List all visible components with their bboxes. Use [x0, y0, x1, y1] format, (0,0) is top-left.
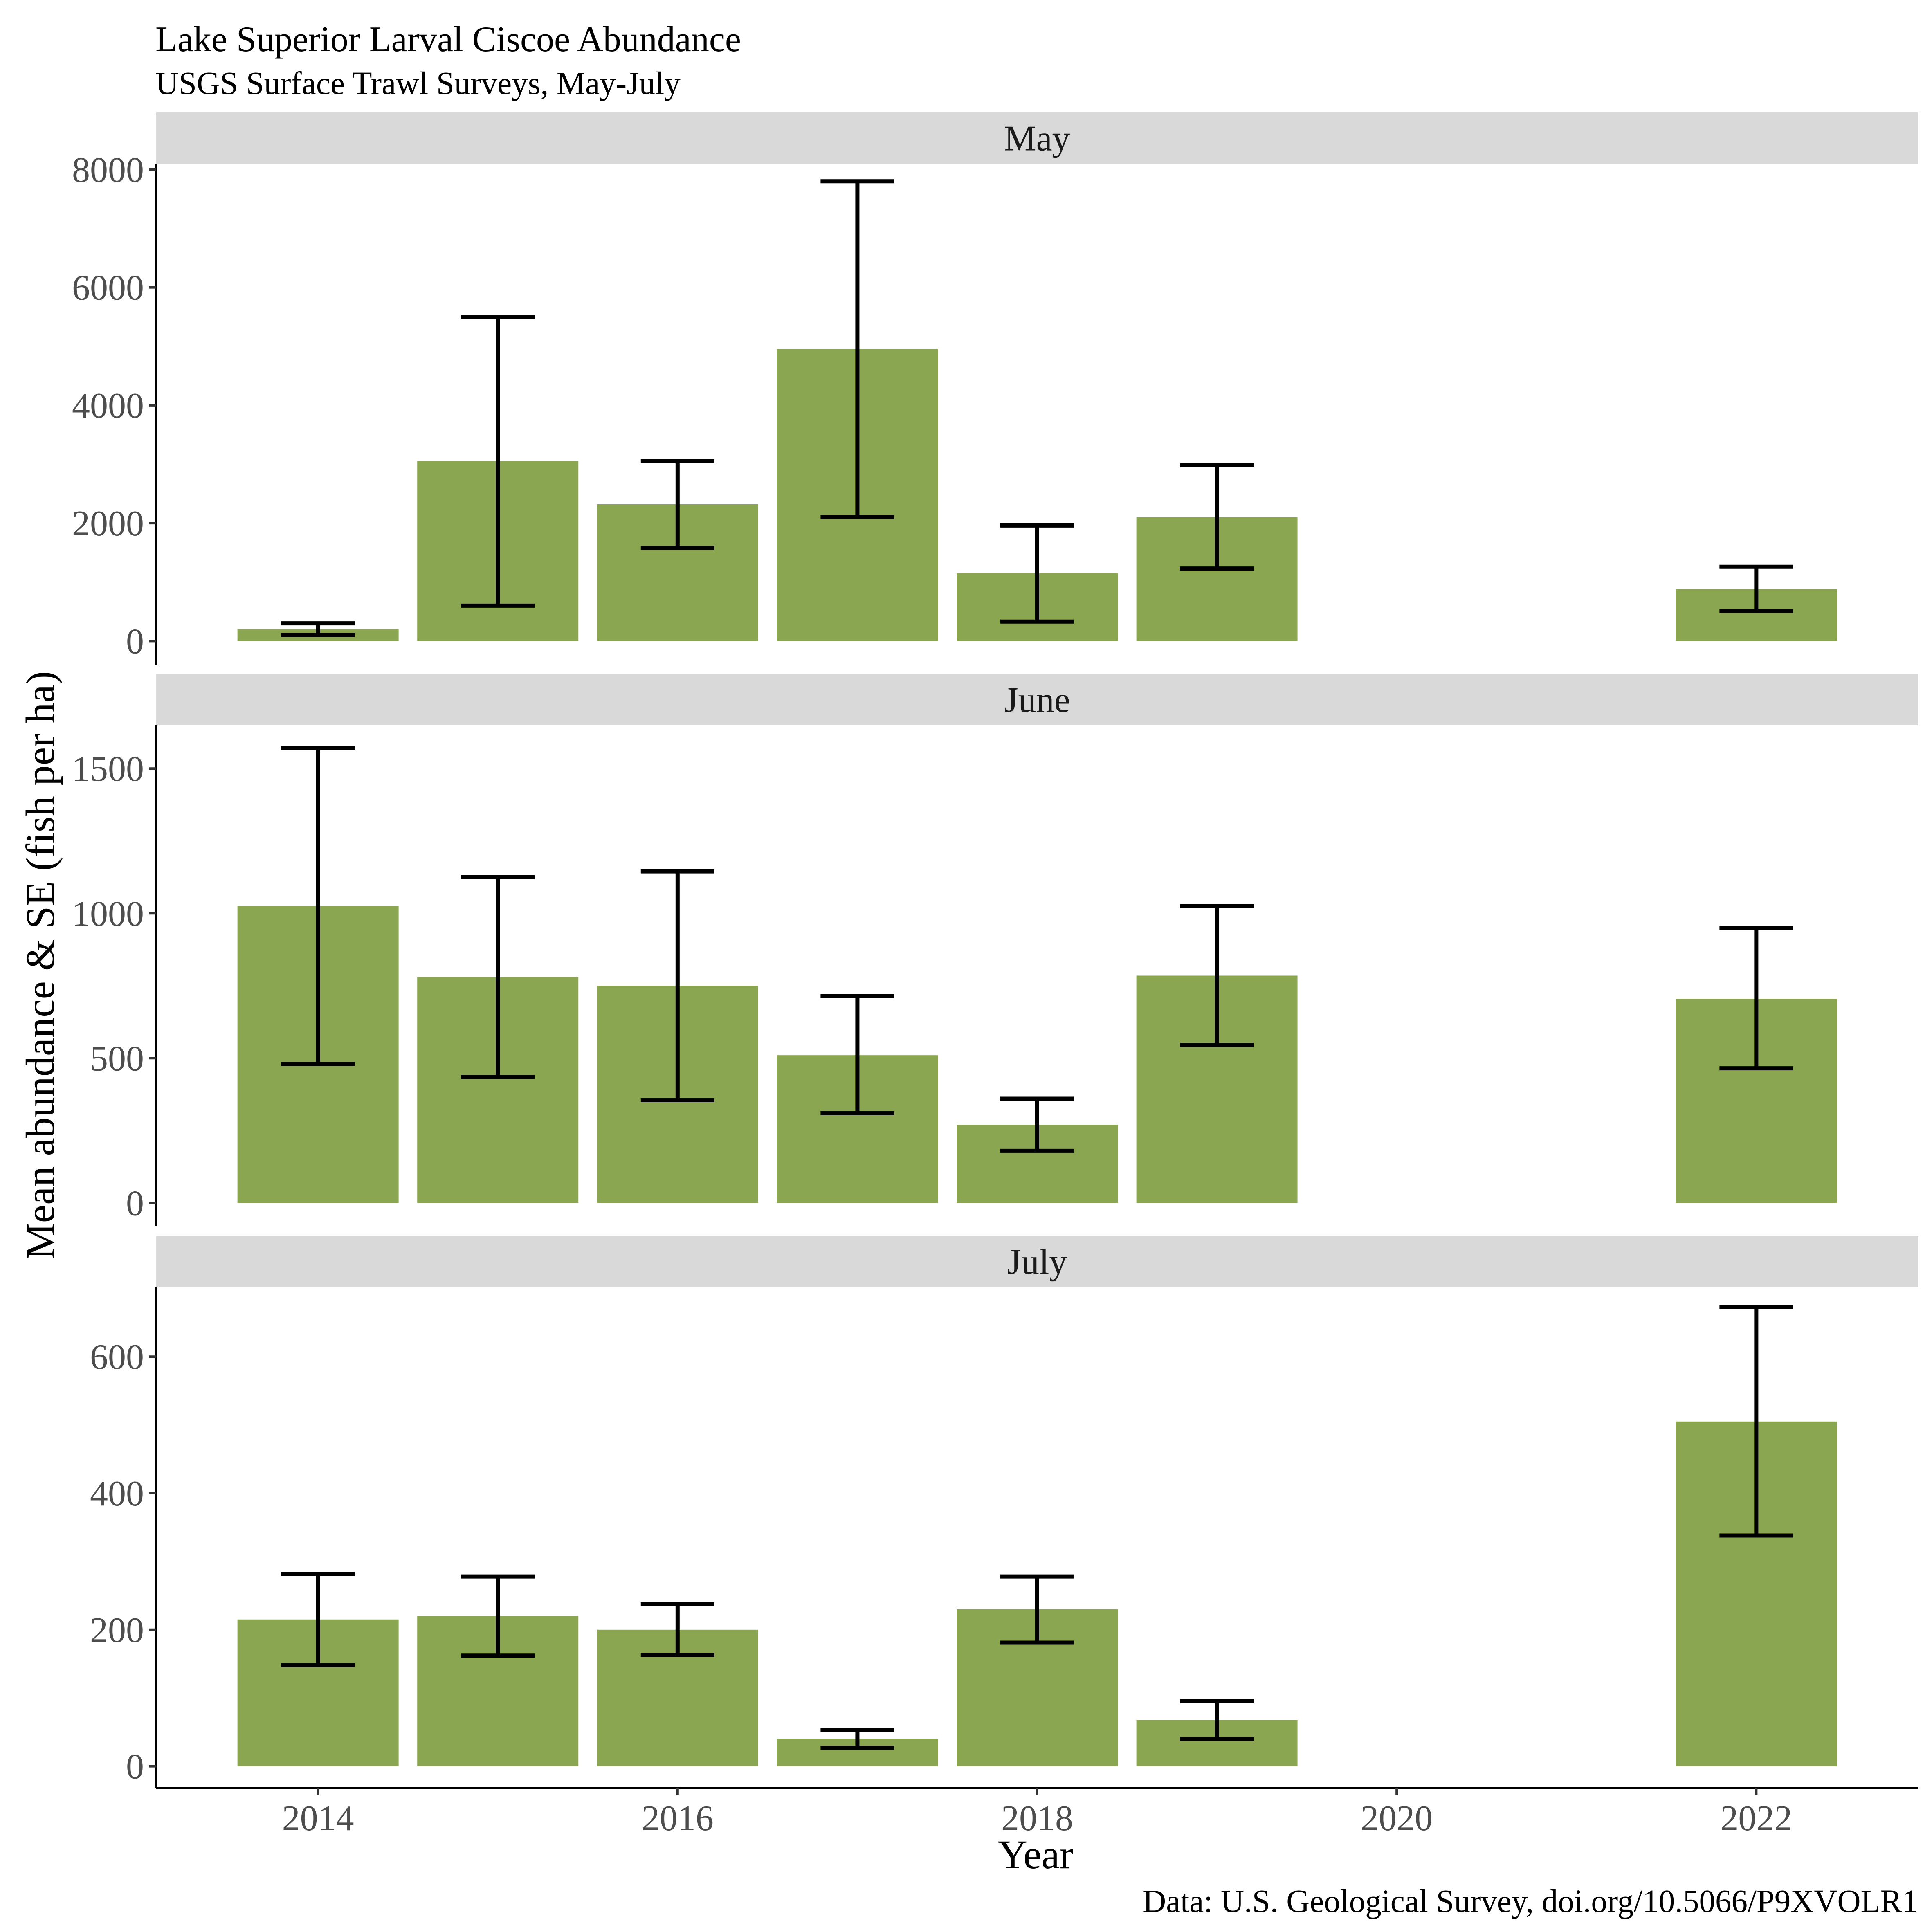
error-bar [461, 875, 535, 1079]
error-bar [1180, 463, 1254, 571]
y-tick-label: 400 [90, 1474, 144, 1514]
error-bar [640, 1602, 714, 1657]
y-tick-label: 0 [126, 1747, 144, 1787]
x-tick-label: 2014 [282, 1799, 354, 1838]
x-tick-label: 2022 [1720, 1799, 1792, 1838]
error-bar [1719, 564, 1793, 613]
error-bar [820, 179, 894, 519]
x-axis-title: Year [998, 1832, 1073, 1877]
error-bar [1000, 523, 1074, 624]
facet-strip [156, 674, 1918, 725]
error-bar [1719, 1305, 1793, 1538]
error-bar [281, 746, 355, 1066]
x-tick-label: 2018 [1001, 1799, 1073, 1838]
facet-panels: May02000400060008000June050010001500July… [72, 112, 1918, 1788]
facet-strip [156, 112, 1918, 164]
y-tick-label: 0 [126, 622, 144, 661]
y-tick-label: 4000 [72, 386, 144, 426]
y-tick-label: 500 [90, 1039, 144, 1078]
x-tick-label: 2016 [642, 1799, 714, 1838]
error-bar [640, 459, 714, 550]
y-axis-title: Mean abundance & SE (fish per ha) [18, 671, 63, 1259]
chart-caption: Data: U.S. Geological Survey, doi.org/10… [1143, 1884, 1918, 1919]
error-bar [1719, 926, 1793, 1071]
facet-panel-july: July 0 200 400 600 [90, 1236, 1918, 1788]
y-tick-label: 8000 [72, 150, 144, 190]
error-bar [820, 1728, 894, 1750]
y-tick-label: 1500 [72, 749, 144, 789]
y-tick-label: 200 [90, 1611, 144, 1650]
facet-strip-label: May [1004, 119, 1070, 159]
error-bar [1180, 1699, 1254, 1741]
y-tick-label: 2000 [72, 504, 144, 544]
y-tick-label: 0 [126, 1184, 144, 1223]
error-bar [461, 1574, 535, 1658]
error-bar [640, 869, 714, 1102]
error-bar [1000, 1096, 1074, 1153]
error-bar [1000, 1574, 1074, 1645]
facet-strip-label: June [1004, 681, 1070, 720]
chart-subtitle: USGS Surface Trawl Surveys, May-July [155, 66, 681, 101]
facet-strip [156, 1236, 1918, 1287]
y-tick-label: 6000 [72, 268, 144, 308]
facet-panel-may: May 0 2000 4000 6000 8000 [72, 112, 1918, 665]
y-tick-label: 600 [90, 1337, 144, 1377]
x-tick-label: 2020 [1361, 1799, 1433, 1838]
error-bar [820, 994, 894, 1115]
chart-title: Lake Superior Larval Ciscoe Abundance [155, 20, 741, 59]
facet-strip-label: July [1007, 1242, 1067, 1282]
error-bar [461, 315, 535, 608]
error-bar [281, 621, 355, 637]
error-bar [281, 1571, 355, 1667]
x-axis: 2014 2016 2018 2020 2022 [156, 1787, 1918, 1838]
error-bar [1180, 904, 1254, 1047]
y-tick-label: 1000 [72, 894, 144, 934]
facet-panel-june: June 0 500 1000 1500 [72, 674, 1918, 1226]
